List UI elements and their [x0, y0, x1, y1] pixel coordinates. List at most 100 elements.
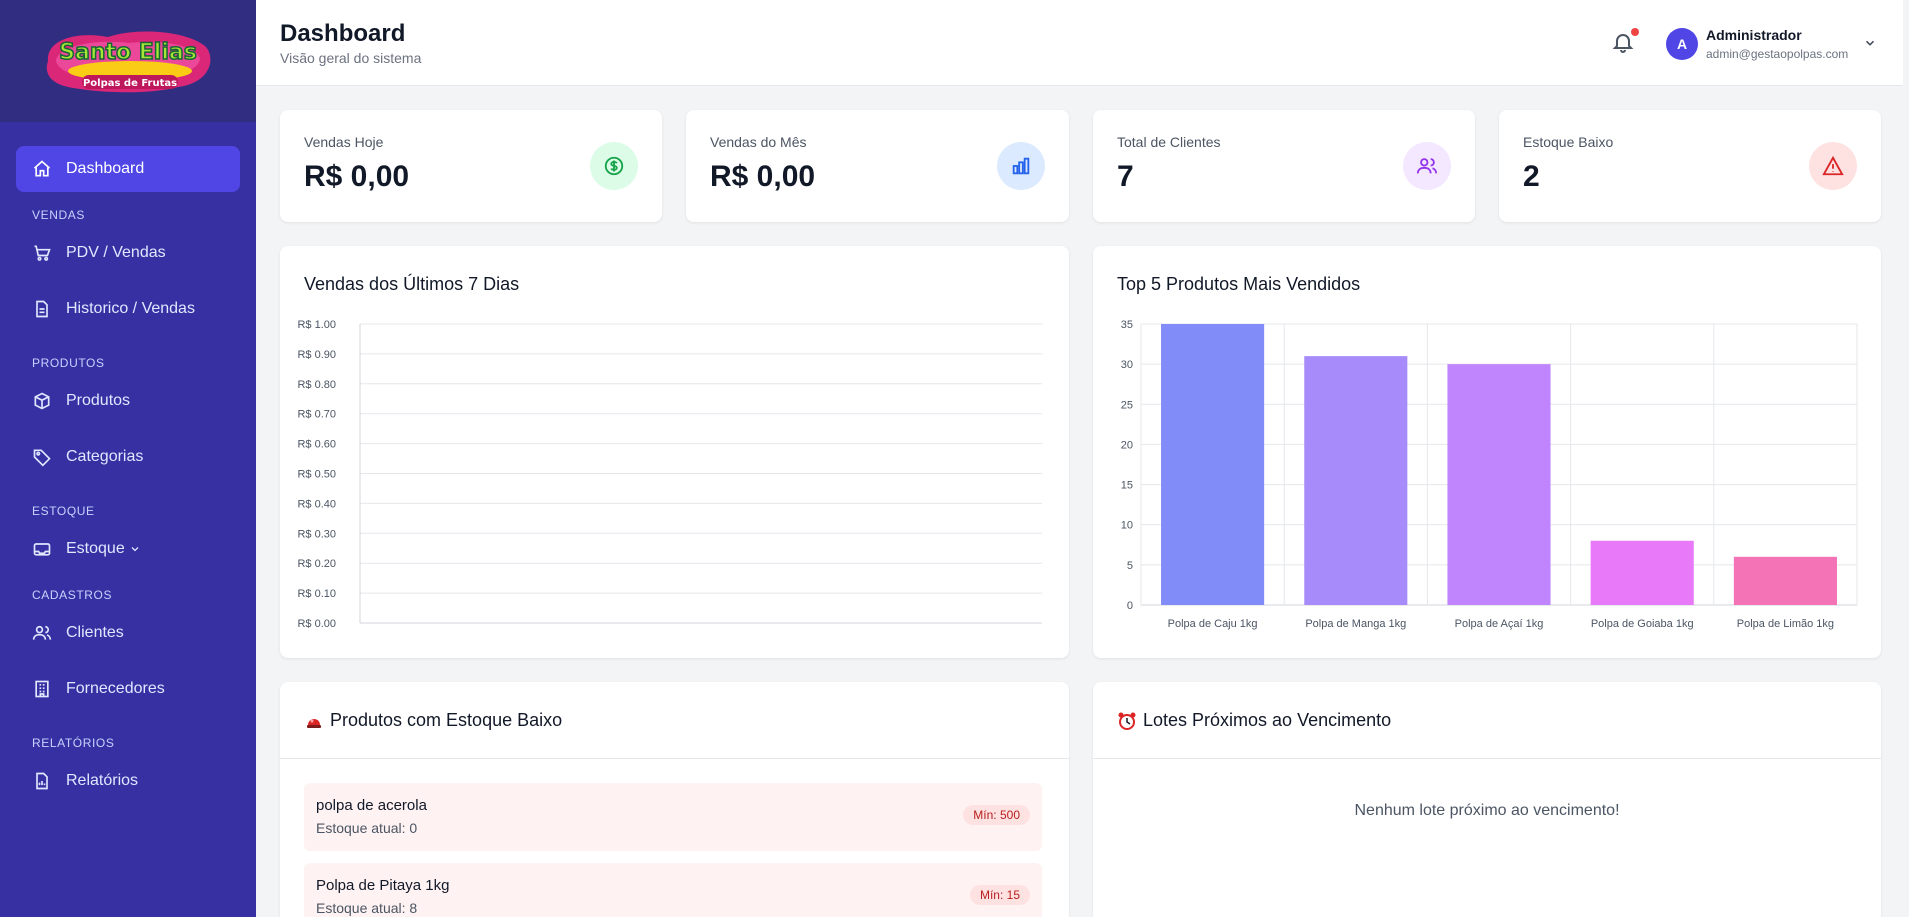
stat-card-vendas-mes: Vendas do Mês R$ 0,00	[686, 110, 1069, 222]
product-name: Polpa de Pitaya 1kg	[316, 877, 450, 894]
cart-icon	[32, 243, 52, 263]
sidebar-item-produtos[interactable]: Produtos	[16, 378, 240, 424]
scrollbar[interactable]	[1903, 0, 1909, 917]
section-label-produtos: PRODUTOS	[32, 356, 105, 370]
bell-icon[interactable]	[1611, 30, 1635, 54]
section-label-estoque: ESTOQUE	[32, 504, 95, 518]
y-tick-label: 20	[1121, 439, 1133, 451]
stat-card-clientes: Total de Clientes 7	[1093, 110, 1475, 222]
sidebar-item-estoque[interactable]: Estoque	[16, 526, 240, 572]
list-item[interactable]: Polpa de Pitaya 1kg Estoque atual: 8 Mín…	[304, 863, 1042, 917]
alarm-clock-icon	[1117, 711, 1137, 731]
chevron-down-icon	[129, 543, 141, 555]
list-item[interactable]: polpa de acerola Estoque atual: 0 Mín: 5…	[304, 783, 1042, 851]
section-label-relatorios: RELATÓRIOS	[32, 736, 115, 750]
x-tick-label: Polpa de Manga 1kg	[1305, 618, 1406, 630]
user-name[interactable]: Administrador	[1706, 27, 1802, 43]
building-icon	[32, 679, 52, 699]
y-tick-label: 10	[1121, 520, 1133, 532]
empty-message: Nenhum lote próximo ao vencimento!	[1354, 802, 1620, 819]
expiring-lots-card: Lotes Próximos ao Vencimento Nenhum lote…	[1093, 682, 1881, 917]
svg-text:Santo Elias: Santo Elias	[59, 40, 197, 65]
bar-chart-icon	[997, 142, 1045, 190]
bar	[1590, 540, 1694, 605]
y-tick-label: 30	[1121, 359, 1133, 371]
y-tick-label: R$ 0.30	[297, 528, 336, 540]
bar	[1304, 356, 1408, 605]
stat-card-vendas-hoje: Vendas Hoje R$ 0,00	[280, 110, 662, 222]
brand-logo[interactable]: Santo Elias Polpas de Frutas	[38, 25, 218, 97]
product-name: polpa de acerola	[316, 797, 427, 814]
min-badge: Mín: 15	[969, 885, 1030, 905]
chart-card-top-produtos: Top 5 Produtos Mais Vendidos 35 30 25 20 15 1…	[1093, 246, 1881, 658]
x-tick-label: Polpa de Caju 1kg	[1168, 618, 1258, 630]
sidebar-item-fornecedores[interactable]: Fornecedores	[16, 666, 240, 712]
sidebar-item-historico[interactable]: Historico / Vendas	[16, 286, 240, 332]
stat-label: Estoque Baixo	[1523, 134, 1614, 150]
stat-value: R$ 0,00	[710, 160, 816, 193]
sidebar-nav: Dashboard VENDAS PDV / Vendas Historico …	[0, 122, 256, 804]
sidebar-item-categorias[interactable]: Categorias	[16, 434, 240, 480]
y-tick-label: R$ 0.90	[297, 349, 336, 361]
sidebar: Santo Elias Polpas de Frutas Dashboard V…	[0, 0, 256, 917]
top-header: Dashboard Visão geral do sistema A Admin…	[256, 0, 1909, 86]
x-tick-label: Polpa de Açaí 1kg	[1455, 618, 1544, 630]
y-tick-label: R$ 0.50	[297, 469, 336, 481]
bar-chart: 35 30 25 20 15 10 5 0 Polpa de Caju 1kg Polpa de …	[1121, 319, 1858, 630]
tag-icon	[32, 447, 52, 467]
sidebar-item-label: Fornecedores	[66, 680, 165, 697]
y-tick-label: R$ 0.60	[297, 439, 336, 451]
notification-badge	[1631, 28, 1639, 36]
sidebar-item-label: Clientes	[66, 624, 124, 641]
stat-label: Vendas Hoje	[304, 134, 384, 150]
sidebar-item-relatorios[interactable]: Relatórios	[16, 758, 240, 804]
y-tick-label: R$ 1.00	[297, 319, 336, 331]
y-tick-label: 25	[1121, 399, 1133, 411]
chart-title: Top 5 Produtos Mais Vendidos	[1117, 274, 1361, 294]
siren-icon	[304, 711, 324, 731]
users-icon	[32, 623, 52, 643]
dollar-icon	[590, 142, 638, 190]
page-subtitle: Visão geral do sistema	[280, 50, 422, 66]
sidebar-item-label: Relatórios	[66, 772, 139, 789]
sidebar-item-label: Estoque	[66, 540, 125, 557]
low-stock-card: Produtos com Estoque Baixo polpa de acer…	[280, 682, 1069, 917]
product-stock: Estoque atual: 8	[316, 900, 418, 916]
y-tick-label: R$ 0.70	[297, 409, 336, 421]
y-tick-label: R$ 0.00	[297, 618, 336, 630]
y-tick-label: 35	[1121, 319, 1133, 331]
sidebar-item-label: Historico / Vendas	[66, 300, 195, 317]
users-icon	[1403, 142, 1451, 190]
stat-label: Total de Clientes	[1117, 134, 1221, 150]
y-tick-label: R$ 0.40	[297, 498, 336, 510]
sidebar-item-pdv[interactable]: PDV / Vendas	[16, 230, 240, 276]
inbox-icon	[32, 539, 52, 559]
document-icon	[32, 299, 52, 319]
home-icon	[32, 159, 52, 179]
low-stock-title: Produtos com Estoque Baixo	[304, 710, 562, 731]
expiring-title-text: Lotes Próximos ao Vencimento	[1143, 710, 1392, 730]
sidebar-item-label: PDV / Vendas	[66, 244, 166, 261]
product-stock: Estoque atual: 0	[316, 820, 418, 836]
avatar[interactable]: A	[1666, 28, 1698, 60]
y-tick-label: R$ 0.80	[297, 379, 336, 391]
logo-area: Santo Elias Polpas de Frutas	[0, 0, 256, 122]
stat-value: R$ 0,00	[304, 160, 410, 193]
sidebar-item-label: Produtos	[66, 392, 131, 409]
low-stock-title-text: Produtos com Estoque Baixo	[330, 710, 563, 730]
section-label-vendas: VENDAS	[32, 208, 85, 222]
page-title: Dashboard	[280, 20, 406, 47]
bar	[1447, 364, 1551, 605]
sidebar-item-label: Dashboard	[66, 160, 145, 177]
report-icon	[32, 771, 52, 791]
section-label-cadastros: CADASTROS	[32, 588, 113, 602]
divider	[280, 758, 1069, 759]
divider	[1093, 758, 1881, 759]
y-tick-label: 15	[1121, 480, 1133, 492]
sidebar-item-clientes[interactable]: Clientes	[16, 610, 240, 656]
sidebar-item-dashboard[interactable]: Dashboard	[16, 146, 240, 192]
y-tick-label: 0	[1127, 600, 1133, 612]
y-tick-label: 5	[1127, 560, 1133, 572]
chevron-down-icon[interactable]	[1863, 36, 1877, 50]
stat-label: Vendas do Mês	[710, 134, 807, 150]
